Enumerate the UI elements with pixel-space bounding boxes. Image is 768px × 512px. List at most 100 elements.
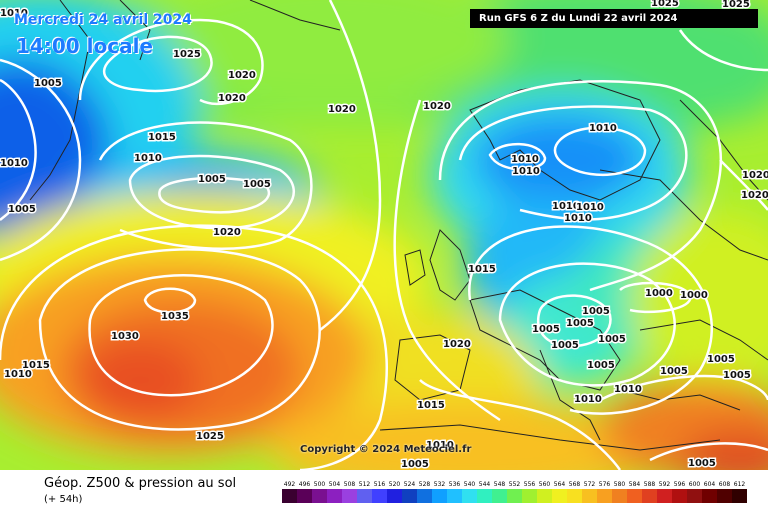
run-info-banner: Run GFS 6 Z du Lundi 22 avril 2024	[470, 9, 758, 28]
legend-swatch	[507, 489, 522, 503]
legend-value: 552	[509, 481, 521, 488]
legend-value: 516	[374, 481, 386, 488]
legend-value: 564	[554, 481, 566, 488]
isobar-label: 1010	[589, 123, 617, 134]
isobar-label: 1005	[723, 370, 751, 381]
legend-swatch	[477, 489, 492, 503]
isobar-label: 1020	[423, 101, 451, 112]
legend-footer: Géop. Z500 & pression au sol (+ 54h) 492…	[0, 470, 768, 512]
legend-swatch	[552, 489, 567, 503]
isobar-label: 1005	[551, 340, 579, 351]
isobar-label: 1010	[0, 158, 28, 169]
legend-swatch	[312, 489, 327, 503]
legend-swatch	[627, 489, 642, 503]
isobar-label: 1020	[443, 339, 471, 350]
isobar-label: 1005	[660, 366, 688, 377]
isobar-label: 1005	[8, 204, 36, 215]
isobar-label: 1005	[707, 354, 735, 365]
legend-swatch	[597, 489, 612, 503]
isobar-label: 1025	[722, 0, 750, 10]
isobar-label: 1010	[426, 440, 454, 451]
legend-swatch	[402, 489, 417, 503]
isobar-label: 1030	[111, 331, 139, 342]
legend-value: 580	[614, 481, 626, 488]
legend-swatch	[657, 489, 672, 503]
isobar-label: 1010	[564, 213, 592, 224]
copyright-notice: Copyright © 2024 Meteociel.fr	[300, 444, 472, 455]
isobar-label: 1020	[228, 70, 256, 81]
legend-swatch	[447, 489, 462, 503]
legend-swatch	[687, 489, 702, 503]
isobar-label: 1010	[574, 394, 602, 405]
isobar-label: 1015	[417, 400, 445, 411]
legend-swatch	[432, 489, 447, 503]
legend-value: 544	[479, 481, 491, 488]
legend-swatch	[702, 489, 717, 503]
legend-value: 568	[569, 481, 581, 488]
legend-value: 508	[344, 481, 356, 488]
legend-swatch	[417, 489, 432, 503]
legend-swatch	[357, 489, 372, 503]
isobars	[0, 0, 768, 470]
isobar-label: 1020	[218, 93, 246, 104]
legend-swatch	[732, 489, 747, 503]
isobar-label: 1010	[614, 384, 642, 395]
isobar-label: 1010	[576, 202, 604, 213]
map-title: Géop. Z500 & pression au sol	[44, 476, 237, 491]
isobar-label: 1010	[134, 153, 162, 164]
legend-swatch	[372, 489, 387, 503]
isobar-label: 1005	[582, 306, 610, 317]
isobar-label: 1035	[161, 311, 189, 322]
isobar-label: 1005	[566, 318, 594, 329]
legend-value: 528	[419, 481, 431, 488]
legend-value: 500	[314, 481, 326, 488]
legend-value: 588	[644, 481, 656, 488]
legend-swatch	[717, 489, 732, 503]
legend-value: 584	[629, 481, 641, 488]
isobar-label: 1010	[4, 369, 32, 380]
isobar-label: 1005	[587, 360, 615, 371]
isobar-label: 1020	[328, 104, 356, 115]
isobar-label: 1015	[148, 132, 176, 143]
isobar-label: 1005	[243, 179, 271, 190]
legend-swatch	[582, 489, 597, 503]
legend-value: 536	[449, 481, 461, 488]
isobar-label: 1020	[741, 190, 768, 201]
legend-swatch	[462, 489, 477, 503]
legend-value: 576	[599, 481, 611, 488]
isobar-label: 1015	[468, 264, 496, 275]
legend-value: 596	[674, 481, 686, 488]
legend-value: 572	[584, 481, 596, 488]
isobar-label: 1000	[645, 288, 673, 299]
isobar-label: 1025	[651, 0, 679, 9]
isobar-label: 1010	[511, 154, 539, 165]
forecast-hour: 14:00 locale	[16, 34, 153, 58]
legend-value: 532	[434, 481, 446, 488]
forecast-date: Mercredi 24 avril 2024	[14, 12, 192, 28]
legend-value: 504	[329, 481, 341, 488]
legend-swatch	[522, 489, 537, 503]
legend-value: 496	[299, 481, 311, 488]
isobar-label: 1010	[512, 166, 540, 177]
legend-swatch	[537, 489, 552, 503]
isobar-label: 1010	[0, 8, 28, 19]
legend-value: 600	[689, 481, 701, 488]
legend-swatch	[342, 489, 357, 503]
legend-swatch	[672, 489, 687, 503]
legend-value: 540	[464, 481, 476, 488]
isobar-label: 1005	[401, 459, 429, 470]
legend-swatch	[327, 489, 342, 503]
legend-value: 548	[494, 481, 506, 488]
legend-value: 524	[404, 481, 416, 488]
legend-swatch	[642, 489, 657, 503]
isobar-label: 1020	[742, 170, 768, 181]
isobar-label: 1020	[213, 227, 241, 238]
isobar-label: 1005	[598, 334, 626, 345]
forecast-map: 1025 1005 1020 1020 1020 1015 1010 1005 …	[0, 0, 768, 470]
legend-swatch	[567, 489, 582, 503]
isobar-label: 1000	[680, 290, 708, 301]
geopotential-field: 1025 1005 1020 1020 1020 1015 1010 1005 …	[0, 0, 768, 470]
color-scale-legend: 492 496 500 504 508 512 516 520 524 528 532 536 540 5…	[282, 481, 747, 503]
isobar-label: 1015	[22, 360, 50, 371]
isobar-label: 1010	[552, 201, 580, 212]
